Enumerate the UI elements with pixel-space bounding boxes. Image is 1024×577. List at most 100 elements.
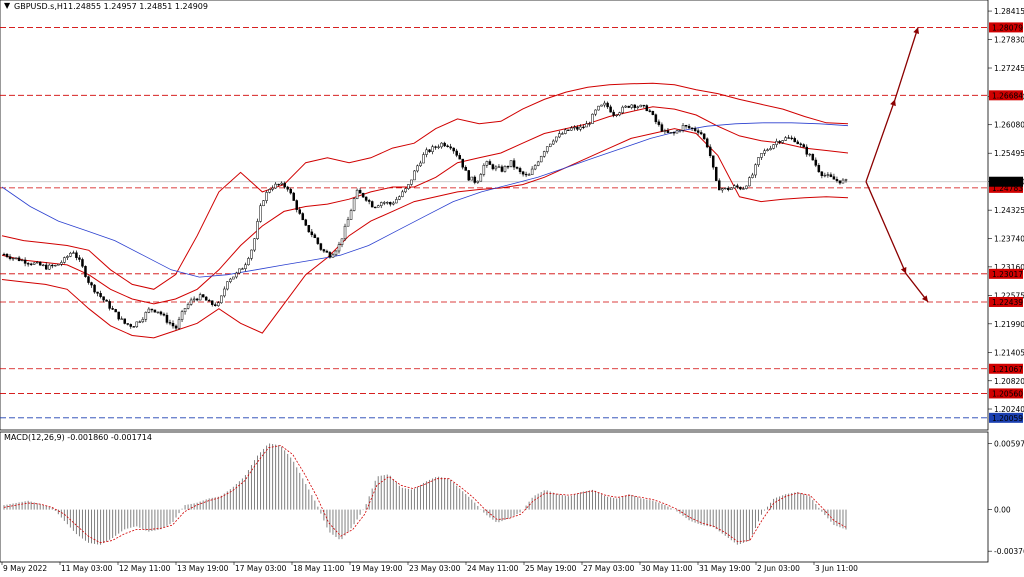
candle-body	[458, 155, 461, 160]
candle-body	[814, 159, 818, 166]
time-tick-label: 18 May 11:00	[293, 564, 345, 573]
candle-body	[337, 244, 341, 252]
candle-body	[268, 189, 271, 193]
candle-body	[5, 254, 9, 257]
candle-body	[769, 148, 772, 151]
candle-body	[452, 147, 455, 152]
candle-body	[642, 104, 646, 107]
candle-body	[829, 174, 833, 177]
candle-body	[745, 185, 748, 189]
candle-body	[561, 133, 564, 135]
price-tick-label: 1.23160	[994, 263, 1024, 272]
macd-panel: 0.005979 0.00 -0.003763	[3, 440, 1024, 556]
ma-long-line	[1, 122, 849, 278]
candle-body	[283, 182, 286, 188]
candle-body	[527, 174, 531, 176]
candle-body	[696, 130, 700, 133]
price-tick-label: 1.21990	[994, 320, 1024, 329]
candle-body	[87, 276, 90, 283]
candle-body	[416, 165, 419, 172]
candle-body	[310, 231, 314, 236]
candle-body	[690, 127, 694, 129]
candle-body	[340, 238, 344, 245]
candle-body	[259, 205, 262, 222]
candle-body	[29, 263, 33, 265]
candle-body	[724, 187, 727, 190]
candle-body	[539, 156, 543, 163]
candle-body	[93, 284, 96, 293]
candle-body	[123, 318, 126, 324]
candle-body	[621, 106, 624, 113]
candle-body	[90, 282, 93, 286]
candle-body	[473, 176, 477, 183]
candle-body	[666, 130, 670, 133]
candle-body	[174, 325, 178, 329]
candle-body	[35, 261, 39, 264]
candle-body	[301, 213, 305, 221]
candle-body	[663, 130, 667, 132]
price-tick-label: 1.25495	[994, 149, 1024, 158]
candle-body	[23, 259, 27, 264]
time-tick-label: 24 May 11:00	[467, 564, 519, 573]
candle-body	[742, 188, 745, 190]
candle-body	[687, 125, 691, 129]
candle-body	[630, 104, 633, 108]
candle-body	[361, 192, 365, 198]
candle-body	[307, 225, 311, 233]
time-tick-label: 30 May 11:00	[641, 564, 693, 573]
candle-body	[286, 186, 289, 190]
candle-body	[802, 144, 805, 148]
candle-body	[434, 146, 437, 148]
candle-body	[790, 137, 793, 140]
candle-body	[162, 313, 166, 316]
time-tick-label: 17 May 03:00	[235, 564, 287, 573]
candle-body	[358, 189, 362, 194]
candle-body	[564, 129, 567, 134]
candle-body	[736, 185, 739, 188]
candle-body	[102, 296, 105, 301]
candle-body	[775, 141, 778, 145]
candle-body	[177, 319, 181, 329]
candle-body	[702, 133, 706, 140]
candle-body	[606, 102, 609, 108]
candle-body	[482, 165, 486, 175]
candle-body	[367, 200, 371, 202]
candle-body	[784, 137, 787, 141]
candle-body	[48, 264, 51, 270]
candle-body	[235, 272, 238, 278]
time-tick-label: 9 May 2022	[3, 564, 47, 573]
candle-body	[147, 308, 151, 313]
candle-body	[141, 319, 145, 323]
candle-body	[576, 126, 579, 130]
candle-body	[431, 146, 434, 152]
candle-body	[796, 141, 799, 145]
price-tick-label: 1.27830	[994, 36, 1024, 45]
current-price-label: 1.24909	[992, 178, 1023, 187]
candle-body	[675, 130, 679, 134]
candle-body	[443, 142, 446, 147]
candle-body	[515, 166, 519, 169]
level-label: 1.21067	[992, 365, 1023, 374]
projection-arrows	[865, 27, 929, 303]
candle-body	[678, 130, 682, 132]
candle-body	[410, 179, 413, 185]
time-tick-label: 27 May 03:00	[583, 564, 635, 573]
time-tick-label: 23 May 03:00	[409, 564, 461, 573]
candle-body	[241, 268, 244, 270]
candle-body	[373, 206, 377, 209]
candle-body	[660, 124, 664, 132]
dropdown-arrow-icon[interactable]: ▼	[4, 1, 11, 10]
candle-body	[582, 126, 585, 129]
arrow-head	[921, 295, 928, 302]
candle-body	[760, 153, 763, 158]
candle-body	[32, 262, 36, 265]
candle-body	[594, 109, 597, 115]
candle-body	[289, 188, 292, 194]
candle-body	[588, 123, 591, 125]
candle-body	[343, 225, 347, 240]
candle-body	[573, 126, 576, 129]
candle-body	[51, 264, 54, 267]
candle-body	[214, 304, 217, 306]
candle-body	[558, 133, 561, 138]
price-tick-label: 1.27245	[994, 64, 1024, 73]
